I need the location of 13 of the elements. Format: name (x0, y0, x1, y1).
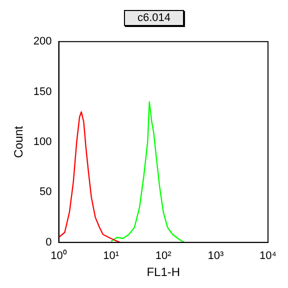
y-tick-label: 50 (40, 186, 52, 198)
x-tick-label: 10³ (208, 250, 224, 262)
y-tick-label: 200 (33, 36, 52, 48)
x-axis-title: FL1-H (146, 265, 180, 280)
x-tick-label: 10⁴ (260, 250, 277, 262)
y-tick-label: 150 (33, 86, 52, 98)
y-tick-label: 100 (33, 136, 52, 148)
y-axis-title: Count (12, 125, 26, 158)
y-tick-label: 0 (46, 236, 52, 248)
chart-title: c6.014 (124, 10, 184, 26)
x-tick-label: 10⁰ (50, 249, 67, 262)
x-tick-label: 10¹ (103, 250, 120, 262)
x-tick-label: 10² (155, 250, 172, 262)
